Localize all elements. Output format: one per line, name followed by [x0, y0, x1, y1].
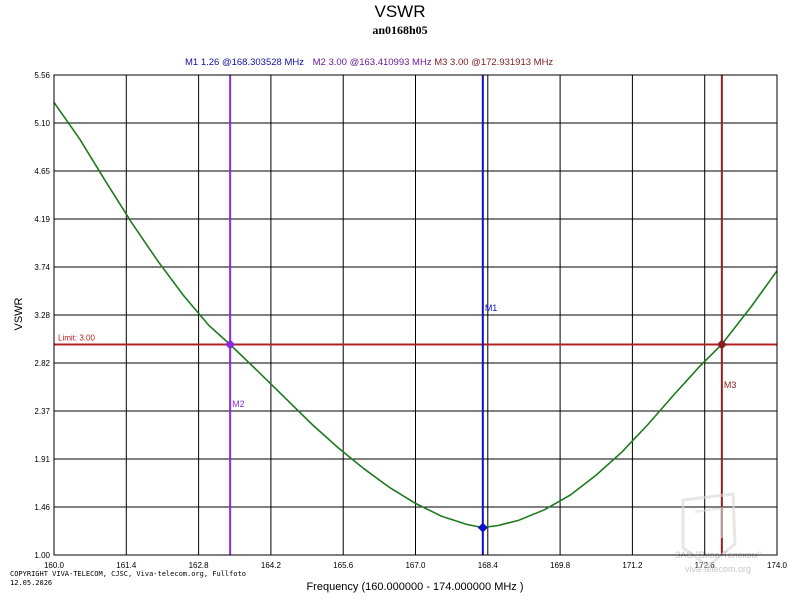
y-tick-labels: 5.56 5.10 4.65 4.19 3.74 3.28 2.82 2.37 1.91 1.46…	[34, 71, 50, 560]
y-tick-label: 3.74	[34, 263, 50, 272]
y-axis-label: VSWR	[13, 297, 25, 330]
x-tick-label: 169.8	[550, 561, 571, 570]
x-tick-label: 167.0	[405, 561, 426, 570]
x-tick-label: 165.6	[333, 561, 354, 570]
marker-label-m3: M3	[724, 380, 737, 390]
x-tick-label: 161.4	[116, 561, 137, 570]
y-tick-label: 5.56	[34, 71, 50, 80]
watermark-text-site: viva-telecom.org	[685, 564, 751, 574]
marker-header-m1: M1 1.26 @168.303528 MHz	[185, 57, 304, 68]
marker-point-m1	[477, 522, 488, 533]
x-tick-label: 164.2	[261, 561, 282, 570]
marker-header: M1 1.26 @168.303528 MHz M2 3.00 @163.410…	[185, 57, 553, 68]
marker-header-m3: M3 3.00 @172.931913 MHz	[434, 57, 553, 68]
marker-header-m2: M2 3.00 @163.410993 MHz	[313, 57, 432, 68]
date-text: 12.05.2026	[10, 579, 52, 587]
marker-points	[225, 339, 727, 533]
y-tick-label: 1.46	[34, 503, 50, 512]
y-tick-label: 1.91	[34, 455, 50, 464]
limit-line-group: Limit: 3.00	[54, 333, 777, 346]
marker-label-m1: M1	[485, 303, 498, 313]
y-tick-label: 3.28	[34, 311, 50, 320]
y-tick-label: 1.00	[34, 551, 50, 560]
y-tick-label: 4.19	[34, 215, 50, 224]
y-tick-label: 2.82	[34, 359, 50, 368]
copyright-text: COPYRIGHT VIVA-TELECOM, CJSC, Viva-telec…	[10, 570, 246, 578]
marker-lines: M1 M2 M3	[229, 75, 737, 555]
x-tick-label: 160.0	[44, 561, 65, 570]
y-tick-label: 2.37	[34, 407, 50, 416]
y-tick-label: 4.65	[34, 167, 50, 176]
chart-subtitle: an0168h05	[372, 23, 427, 37]
plot-frame	[53, 74, 778, 556]
limit-label: Limit: 3.00	[58, 333, 95, 342]
chart-title: VSWR	[375, 2, 426, 21]
y-tick-label: 5.10	[34, 119, 50, 128]
x-tick-label: 171.2	[622, 561, 643, 570]
x-tick-label: 168.4	[478, 561, 499, 570]
vswr-curve	[53, 101, 778, 529]
marker-point-m3	[716, 339, 727, 350]
x-tick-label: 162.8	[189, 561, 210, 570]
x-axis-label: Frequency (160.000000 - 174.000000 MHz )	[306, 581, 523, 593]
marker-label-m2: M2	[232, 399, 245, 409]
x-tick-label: 174.0	[767, 561, 788, 570]
marker-point-m2	[225, 339, 236, 350]
